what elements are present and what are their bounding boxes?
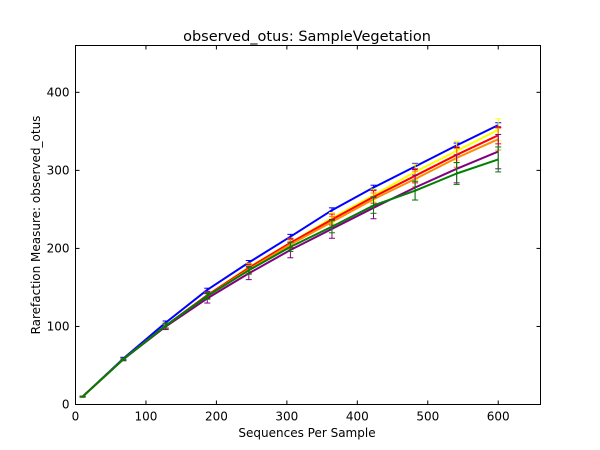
x-tick-label: 400: [346, 410, 369, 424]
error-bar: [328, 219, 335, 234]
chart-title: observed_otus: SampleVegetation: [183, 29, 431, 45]
y-tick-label: 0: [62, 398, 70, 412]
error-bar: [245, 265, 252, 275]
error-bar: [204, 292, 211, 300]
x-tick-label: 0: [72, 410, 80, 424]
error-bar: [412, 180, 419, 201]
error-bar: [453, 162, 460, 185]
x-axis: 0 100 200 300 400 500 600: [72, 45, 510, 424]
x-tick-label: 600: [487, 410, 510, 424]
y-axis-label: Rarefaction Measure: observed_otus: [29, 116, 43, 335]
series-3: [79, 127, 502, 398]
y-tick-label: 100: [47, 319, 70, 333]
error-bar: [495, 146, 502, 173]
y-tick-label: 300: [47, 163, 70, 177]
y-axis: 0 100 200 300 400: [47, 85, 541, 412]
error-bar: [162, 322, 169, 329]
plot-frame: [75, 45, 541, 405]
x-tick-label: 500: [416, 410, 439, 424]
series-4: [79, 133, 502, 398]
x-axis-label: Sequences Per Sample: [238, 426, 375, 440]
y-tick-label: 200: [47, 241, 70, 255]
error-bar: [287, 241, 294, 253]
x-tick-label: 100: [135, 410, 158, 424]
series-line-4: [81, 150, 499, 398]
plot-area: [79, 118, 502, 398]
series-line-5: [81, 158, 499, 398]
error-bar: [120, 357, 127, 361]
x-tick-label: 300: [275, 410, 298, 424]
error-bar: [79, 395, 86, 398]
y-tick-label: 400: [47, 85, 70, 99]
series-line-2: [81, 134, 499, 398]
error-bar: [204, 287, 211, 292]
x-tick-label: 200: [205, 410, 228, 424]
series-line-1: [81, 128, 499, 398]
series-5: [79, 146, 502, 398]
error-bar: [370, 197, 377, 214]
